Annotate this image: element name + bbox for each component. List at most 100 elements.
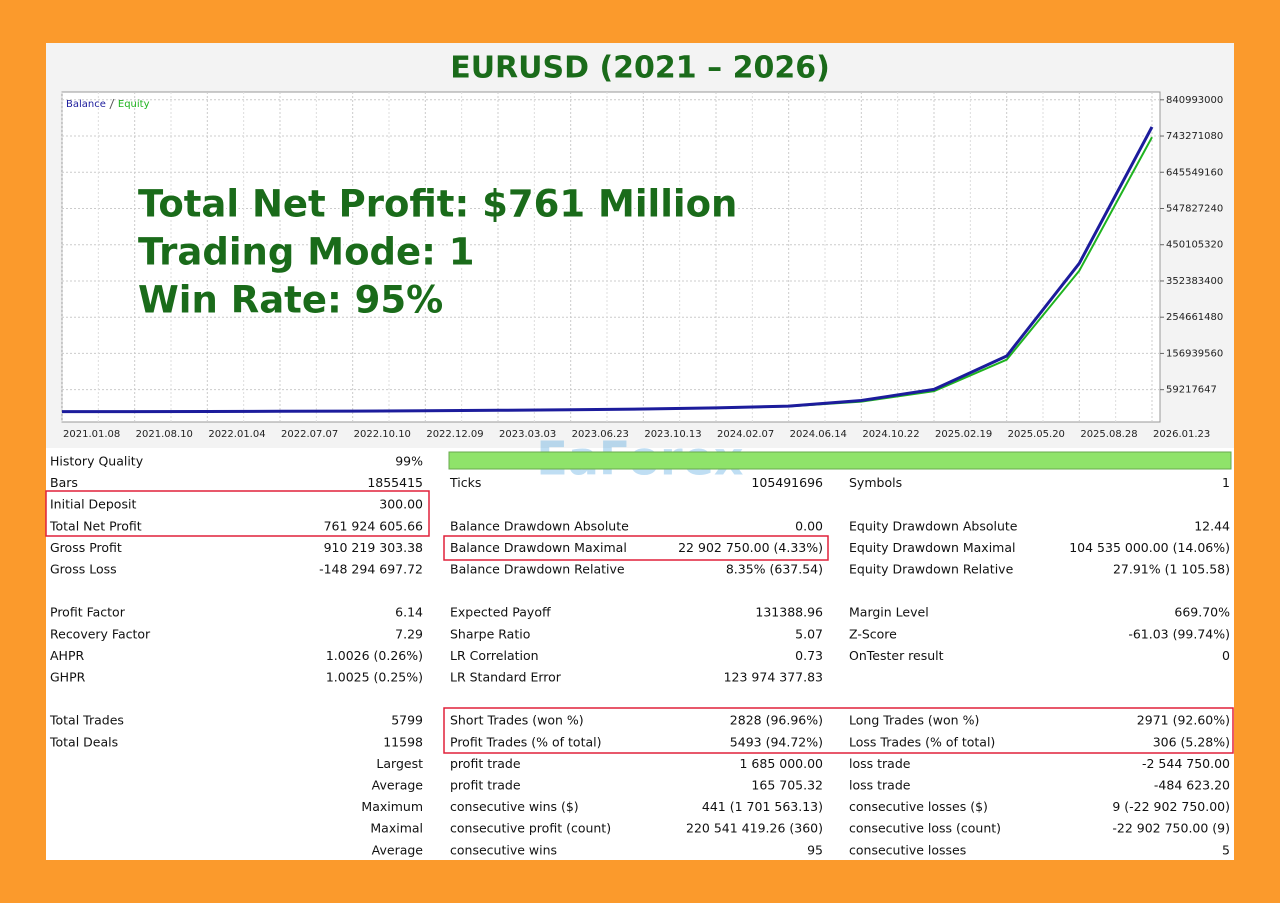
cell-value: Average [372,842,424,857]
x-tick-label: 2022.01.04 [208,429,265,440]
cell-value: 5799 [391,713,423,728]
cell-label: Total Net Profit [49,518,142,533]
cell-label: profit trade [450,756,521,771]
cell-label: Balance Drawdown Relative [450,562,625,577]
cell-value: 11598 [383,734,423,749]
cell-label: Long Trades (won %) [849,713,979,728]
y-tick-label: 547827240 [1166,203,1223,214]
cell-value: 7.29 [395,626,423,641]
cell-value: 1 685 000.00 [740,756,824,771]
legend-separator [109,98,115,110]
cell-label: consecutive wins ($) [450,799,579,814]
legend-entry: Balance [66,99,106,110]
cell-value: 0.73 [795,648,823,663]
cell-label: Loss Trades (% of total) [849,734,995,749]
highlight-box [45,490,430,537]
cell-label: Profit Factor [50,605,126,620]
cell-value: 123 974 377.83 [724,670,823,685]
x-tick-label: 2022.07.07 [281,429,338,440]
cell-label: Profit Trades (% of total) [450,734,602,749]
cell-label: Ticks [449,475,481,490]
cell-label: consecutive losses [849,842,966,857]
annotation: Win Rate: 95% [138,279,443,322]
cell-value: 2971 (92.60%) [1137,713,1230,728]
cell-label: consecutive loss (count) [849,821,1001,836]
x-tick-label: 2023.03.03 [499,429,556,440]
series-line [62,126,1154,414]
cell-label: Equity Drawdown Maximal [849,540,1015,555]
x-tick-label: 2026.01.23 [1153,429,1210,440]
cell-label: LR Correlation [450,648,539,663]
cell-label: Short Trades (won %) [450,713,584,728]
cell-label: Sharpe Ratio [450,626,530,641]
x-tick-label: 2023.06.23 [572,429,629,440]
cell-value: 910 219 303.38 [324,540,423,555]
cell-label: Total Trades [49,713,124,728]
cell-value: 9 (-22 902 750.00) [1112,799,1230,814]
cell-value: 2828 (96.96%) [730,713,823,728]
cell-value: 12.44 [1194,518,1230,533]
y-tick-label: 645549160 [1166,167,1223,178]
cell-value: 27.91% (1 105.58) [1113,562,1230,577]
cell-value: 0.00 [795,518,823,533]
cell-value: 0 [1222,648,1230,663]
cell-value: -61.03 (99.74%) [1128,626,1230,641]
annotation: Trading Mode: 1 [138,231,475,274]
cell-value: -148 294 697.72 [319,562,423,577]
cell-value: 669.70% [1174,605,1230,620]
title: EURUSD (2021 – 2026) [450,51,830,86]
annotation: Total Net Profit: $761 Million [138,183,737,226]
x-tick-label: 2025.05.20 [1008,429,1065,440]
cell-value: 104 535 000.00 (14.06%) [1069,540,1230,555]
cell-value: 761 924 605.66 [324,518,423,533]
highlight-box [443,535,829,561]
highlight-box [443,707,1234,754]
x-tick-label: 2023.10.13 [644,429,701,440]
cell-value: 95 [807,842,823,857]
cell-value: 8.35% (637.54) [726,562,823,577]
cell-label: Initial Deposit [50,497,136,512]
x-tick-label: 2022.12.09 [426,429,483,440]
cell-value: -484 623.20 [1154,778,1230,793]
cell-value: -2 544 750.00 [1142,756,1230,771]
grid [61,92,1160,422]
cell-label: Z-Score [849,626,897,641]
table-bg [46,448,1234,860]
cell-value: 5493 (94.72%) [730,734,823,749]
cell-label: Equity Drawdown Absolute [849,518,1018,533]
cell-label: History Quality [50,454,144,469]
y-tick-label: 254661480 [1166,312,1223,323]
x-tick-label: 2025.02.19 [935,429,992,440]
cell-value: 131388.96 [755,605,823,620]
x-tick-label: 2025.08.28 [1080,429,1137,440]
cell-value: 1.0026 (0.26%) [326,648,423,663]
cell-value: 105491696 [751,475,823,490]
cell-label: LR Standard Error [450,670,562,685]
cell-label: consecutive losses ($) [849,799,988,814]
cell-label: Expected Payoff [450,605,551,620]
cell-label: Balance Drawdown Absolute [450,518,629,533]
cell-value: Maximum [361,799,423,814]
cell-value: 99% [395,454,423,469]
cell-value: Maximal [370,821,423,836]
legend-entry: Equity [118,99,150,110]
y-tick-label: 743271080 [1166,131,1223,142]
cell-value: Average [372,778,424,793]
x-tick-label: 2024.02.07 [717,429,774,440]
x-tick-label: 2024.06.14 [790,429,847,440]
cell-label: Recovery Factor [50,626,151,641]
cell-label: Gross Loss [50,562,117,577]
cell-value: 22 902 750.00 (4.33%) [678,540,823,555]
x-tick-label: 2022.10.10 [354,429,411,440]
cell-label: OnTester result [849,648,944,663]
x-tick-label: 2021.01.08 [63,429,120,440]
cell-label: loss trade [849,778,911,793]
cell-value: Largest [376,756,423,771]
x-tick-label: 2024.10.22 [862,429,919,440]
cell-value: 306 (5.28%) [1153,734,1230,749]
cell-label: Bars [50,475,78,490]
cell-label: profit trade [450,778,521,793]
y-tick-label: 156939560 [1166,348,1223,359]
cell-label: consecutive wins [450,842,557,857]
